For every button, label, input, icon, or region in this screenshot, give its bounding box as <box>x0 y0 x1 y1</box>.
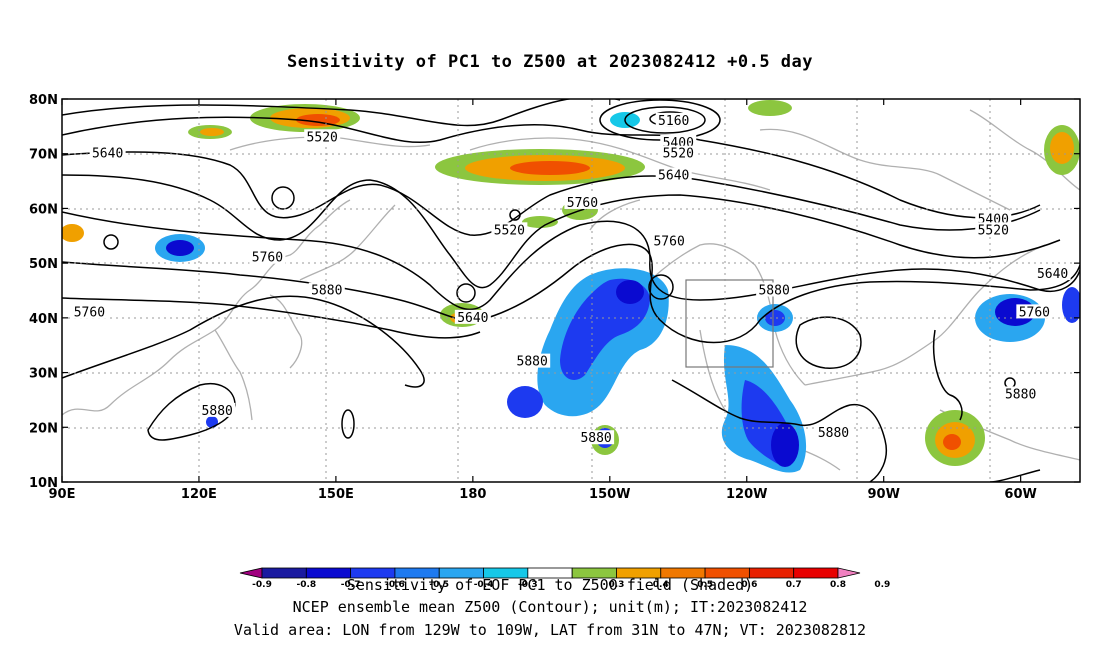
colorbar-level-label: -0.7 <box>341 580 361 590</box>
contour-label-bg <box>89 145 126 160</box>
contour-label: 5520 <box>307 130 338 145</box>
footer-line-2: NCEP ensemble mean Z500 (Contour); unit(… <box>293 598 808 616</box>
colorbar-end-left <box>239 567 263 579</box>
contour-label-bg <box>815 424 852 439</box>
x-tick-label: 90W <box>867 487 899 502</box>
y-tick-label: 20N <box>29 421 58 436</box>
contour-label: 5640 <box>92 147 123 162</box>
colorbar-level-label: 0.4 <box>653 580 669 590</box>
x-tick-label: 60W <box>1004 487 1036 502</box>
colorbar-swatch <box>748 567 795 579</box>
y-tick-label: 30N <box>29 367 58 382</box>
contour-label-bg <box>308 282 345 297</box>
contour-label: 5880 <box>1005 387 1036 402</box>
footer-line-3: Valid area: LON from 129W to 109W, LAT f… <box>234 621 866 639</box>
chart-title: Sensitivity of PC1 to Z500 at 2023082412… <box>287 52 813 72</box>
contour-label-bg <box>1034 266 1071 281</box>
contour-label-bg <box>651 233 688 248</box>
contour-label-bg <box>564 194 601 209</box>
colorbar-swatch <box>305 567 352 579</box>
contour-label: 5520 <box>494 223 525 238</box>
colorbar-level-label: 0.7 <box>786 580 802 590</box>
contour-label: 5640 <box>658 169 689 184</box>
contour-label-bg <box>655 112 692 127</box>
contour-label-bg <box>454 309 491 324</box>
colorbar-level-label: 0.8 <box>830 580 846 590</box>
contour-label: 5520 <box>978 223 1009 238</box>
y-tick-label: 80N <box>29 93 58 108</box>
x-tick-label: 180 <box>459 487 486 502</box>
x-tick-label: 90E <box>49 487 76 502</box>
y-tick-label: 70N <box>29 148 58 163</box>
x-tick-label: 150E <box>318 487 354 502</box>
contour-label-bg <box>249 249 286 264</box>
contour-label: 5880 <box>517 355 548 370</box>
contour-label-bg <box>304 129 341 144</box>
x-axis: 90E 120E 150E 180 150W 120W 90W 60W <box>49 99 1037 502</box>
contour-label: 5880 <box>311 284 342 299</box>
contour-label: 5760 <box>653 234 684 249</box>
z500-contours <box>62 99 1080 482</box>
contour-label: 5880 <box>580 431 611 446</box>
contour-label: 5880 <box>202 404 233 419</box>
y-tick-label: 60N <box>29 202 58 217</box>
contour-label: 5640 <box>1037 267 1068 282</box>
contour-label-bg <box>578 430 615 445</box>
y-axis: 10N 20N 30N 40N 50N 60N 70N 80N <box>29 93 1080 491</box>
colorbar-level-label: -0.4 <box>474 580 494 590</box>
colorbar-level-label: -0.6 <box>385 580 405 590</box>
colorbar-level-label: 0.9 <box>874 580 890 590</box>
contour-label-bg <box>1016 304 1053 319</box>
contour-label: 5760 <box>567 196 598 211</box>
colorbar: -0.9 -0.8 -0.7 -0.6 -0.5 -0.4 -0.3 0.3 0.4 0.5 0.6… <box>239 567 890 590</box>
colorbar-level-label: 0.5 <box>697 580 713 590</box>
y-tick-label: 40N <box>29 312 58 327</box>
colorbar-level-label: -0.3 <box>518 580 538 590</box>
contour-label-bg <box>975 211 1012 226</box>
contour-label: 5160 <box>658 114 689 129</box>
colorbar-swatch <box>261 567 307 579</box>
contour-label-bg <box>660 145 697 160</box>
contour-label: 5880 <box>818 426 849 441</box>
contour-label: 5880 <box>758 284 789 299</box>
contour-label: 5760 <box>252 251 283 266</box>
contour-label: 5520 <box>663 147 694 162</box>
contour-label-bg <box>756 282 793 297</box>
x-tick-label: 120E <box>181 487 217 502</box>
colorbar-level-label: 0.6 <box>741 580 757 590</box>
contour-label-bg <box>660 134 697 149</box>
contour-labels: 5520564051605400552056405760552057605760… <box>71 112 1071 446</box>
valid-area-box <box>685 279 774 368</box>
contour-label: 5760 <box>74 305 105 320</box>
footer-line-1: Sensitivity of EOF PC1 to Z500 field (Sh… <box>347 576 753 594</box>
grid <box>62 99 1080 482</box>
contour-label-bg <box>655 167 692 182</box>
colorbar-end-right <box>837 567 861 579</box>
contour-label-bg <box>1002 386 1039 401</box>
contour-label-bg <box>514 353 551 368</box>
contour-label-bg <box>199 402 236 417</box>
colorbar-level-label: 0.3 <box>608 580 624 590</box>
contour-label-bg <box>975 222 1012 237</box>
x-tick-label: 150W <box>589 487 630 502</box>
map-frame <box>61 98 1081 483</box>
y-tick-label: 10N <box>29 476 58 491</box>
colorbar-swatch <box>793 567 839 579</box>
colorbar-level-label: -0.5 <box>429 580 449 590</box>
colorbar-level-label: -0.8 <box>296 580 316 590</box>
contour-label-bg <box>71 304 108 319</box>
contour-label: 5760 <box>1019 305 1050 320</box>
contour-label-bg <box>491 222 528 237</box>
colorbar-level-label: -0.9 <box>252 580 272 590</box>
contour-label: 5640 <box>457 311 488 326</box>
x-tick-label: 120W <box>726 487 767 502</box>
y-tick-label: 50N <box>29 257 58 272</box>
